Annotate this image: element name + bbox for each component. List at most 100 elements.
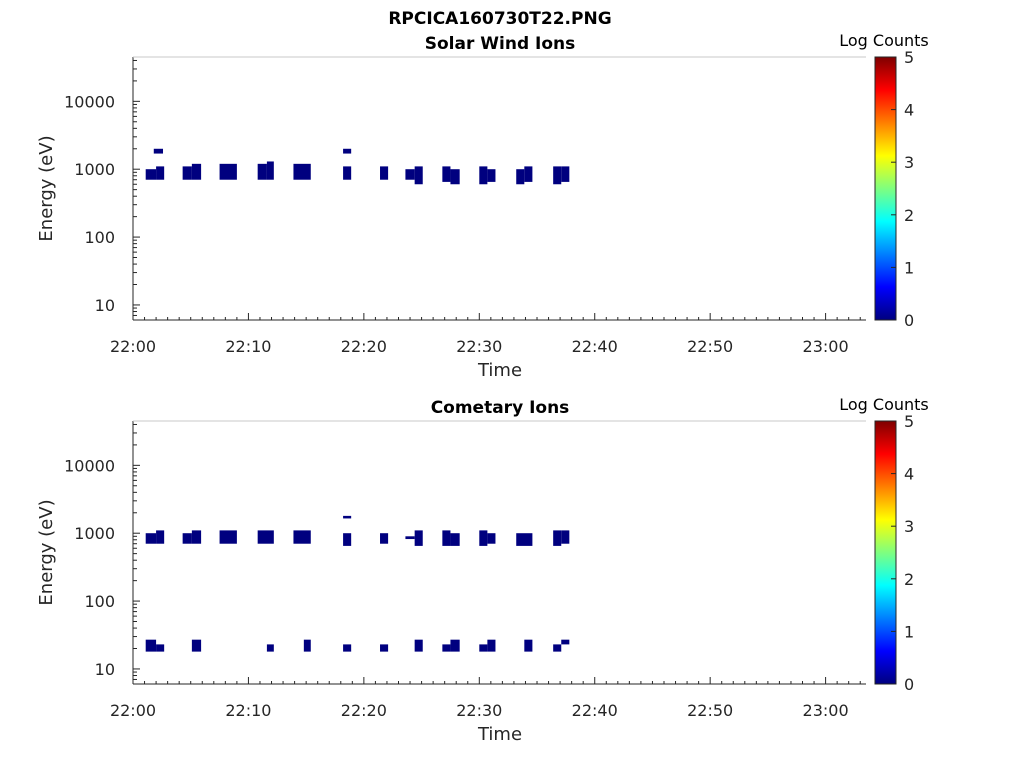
x-tick-label: 22:10 [225,337,271,356]
data-bin [561,639,570,645]
data-bin [343,533,352,546]
y-tick-label: 1000 [74,524,115,543]
data-bin [343,148,352,154]
data-bin [561,166,570,182]
data-bin [479,644,488,652]
data-bin [145,169,157,180]
data-bin [487,169,496,182]
data-bin [553,530,562,546]
colorbar-tick-label: 5 [904,48,914,67]
data-bin [516,169,525,185]
data-bin [479,166,488,185]
data-bin [487,533,496,544]
colorbar-tick-label: 2 [904,206,914,225]
y-axis-label: Energy (eV) [36,135,57,241]
data-bin [145,639,157,652]
data-bin [487,639,496,652]
data-bin [479,530,488,546]
data-bin [191,530,202,544]
data-bin [182,166,192,180]
data-bin [524,166,533,182]
data-bin [156,166,165,180]
data-bin [380,533,389,544]
data-bin [182,533,192,544]
data-bin [405,536,415,540]
x-tick-label: 22:40 [572,337,618,356]
data-bin [153,148,164,154]
colorbar [874,56,897,321]
y-tick-label: 100 [84,592,115,611]
data-bin [266,644,274,652]
x-axis-label: Time [477,724,522,745]
data-bin [442,166,451,182]
data-bin [450,639,460,652]
data-bin [191,639,202,652]
colorbar-label: Log Counts [839,31,929,50]
y-axis-label: Energy (eV) [36,499,57,605]
x-tick-label: 22:20 [341,337,387,356]
x-axis-label: Time [477,360,522,381]
data-bin [293,530,311,544]
colorbar-tick-label: 3 [904,517,914,536]
y-tick-label: 1000 [74,160,115,179]
panel-title: Solar Wind Ions [425,34,576,54]
x-tick-label: 22:10 [225,701,271,720]
x-tick-label: 22:00 [110,337,156,356]
y-tick-label: 10000 [64,92,115,111]
y-tick-label: 10 [95,296,115,315]
data-bin [405,169,415,180]
colorbar-tick-label: 0 [904,675,914,694]
data-bin [343,644,352,652]
colorbar-label: Log Counts [839,395,929,414]
x-tick-label: 22:50 [687,701,733,720]
data-bin [380,166,389,180]
data-bin [156,530,165,544]
colorbar-tick-label: 4 [904,465,914,484]
colorbar-tick-label: 3 [904,153,914,172]
colorbar-tick-label: 4 [904,101,914,120]
data-bin [293,163,311,180]
data-bin [414,530,423,546]
data-bin [219,163,237,180]
x-tick-label: 22:30 [456,337,502,356]
data-bin [553,166,562,185]
data-bin [219,530,237,544]
x-tick-label: 22:00 [110,701,156,720]
x-tick-label: 22:50 [687,337,733,356]
data-bin [553,644,562,652]
data-bin [414,166,423,185]
x-tick-label: 22:40 [572,701,618,720]
y-tick-label: 100 [84,228,115,247]
data-bin [516,533,533,546]
y-tick-label: 10 [95,660,115,679]
colorbar-tick-label: 1 [904,258,914,277]
figure-title: RPCICA160730T22.PNG [388,9,611,29]
x-tick-label: 22:20 [341,701,387,720]
y-tick-label: 10000 [64,456,115,475]
data-bin [380,644,389,652]
colorbar-tick-label: 0 [904,311,914,330]
colorbar [874,420,897,685]
data-bin [266,161,274,180]
x-tick-label: 23:00 [803,337,849,356]
data-bin [414,639,423,652]
data-bin [442,644,451,652]
data-bin [561,530,570,544]
colorbar-tick-label: 5 [904,412,914,431]
data-bin [442,530,451,546]
data-bin [303,639,311,652]
data-bin [343,166,352,180]
data-bin [450,533,460,546]
data-bin [343,515,352,519]
data-bin [257,530,274,544]
x-tick-label: 23:00 [803,701,849,720]
data-bin [156,644,165,652]
data-bin [191,163,202,180]
data-bin [524,639,533,652]
data-bin [257,163,267,180]
data-bin [450,169,460,185]
colorbar-tick-label: 2 [904,570,914,589]
